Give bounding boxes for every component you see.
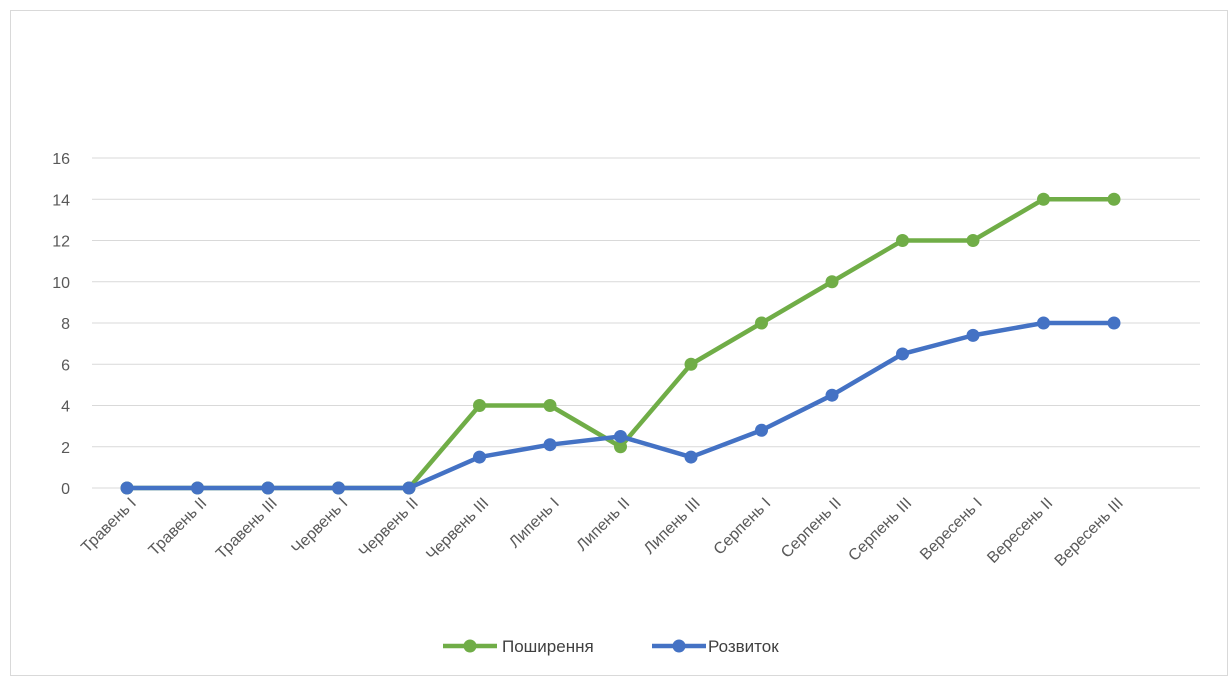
data-point xyxy=(825,388,839,402)
y-axis: 0 2 4 6 8 10 12 14 16 xyxy=(52,151,70,498)
x-tick-label: Липень I xyxy=(506,495,563,552)
data-point xyxy=(684,357,698,371)
y-tick-label: 8 xyxy=(61,316,70,333)
y-tick-label: 14 xyxy=(52,192,70,209)
legend-marker xyxy=(463,639,477,653)
x-tick-label: Червень II xyxy=(356,495,422,561)
series-lines xyxy=(120,192,1121,495)
x-tick-label: Липень II xyxy=(574,495,634,555)
x-tick-label: Травень II xyxy=(146,495,211,560)
data-point xyxy=(473,399,486,412)
data-point xyxy=(543,438,557,452)
data-point xyxy=(191,481,204,495)
data-point xyxy=(825,275,839,289)
x-tick-label: Червень III xyxy=(423,495,492,564)
data-point xyxy=(1107,192,1121,206)
legend: Поширення Розвиток xyxy=(443,637,779,656)
data-point xyxy=(1037,316,1050,330)
data-point xyxy=(332,481,345,495)
x-tick-label: Травень I xyxy=(78,495,139,556)
legend-marker xyxy=(672,639,686,653)
x-tick-label: Травень III xyxy=(213,495,281,563)
data-point xyxy=(261,481,275,495)
data-point xyxy=(120,481,134,495)
data-point xyxy=(473,450,486,464)
x-tick-label: Серпень I xyxy=(711,495,775,559)
data-point xyxy=(614,429,627,443)
data-point xyxy=(896,347,909,361)
y-tick-label: 16 xyxy=(52,151,70,168)
x-tick-label: Вересень II xyxy=(984,495,1056,567)
x-tick-label: Червень I xyxy=(289,495,352,558)
data-point xyxy=(684,450,698,464)
legend-label: Розвиток xyxy=(708,637,779,656)
x-tick-label: Вересень III xyxy=(1052,495,1127,570)
data-point xyxy=(614,440,627,454)
x-tick-label: Липень III xyxy=(641,495,704,558)
data-point xyxy=(402,481,416,495)
y-tick-label: 2 xyxy=(61,440,70,457)
legend-label: Поширення xyxy=(502,637,594,656)
data-point xyxy=(755,316,768,330)
y-tick-label: 0 xyxy=(61,481,70,498)
y-tick-label: 4 xyxy=(61,399,70,416)
x-tick-label: Серпень II xyxy=(778,495,845,562)
data-point xyxy=(966,234,980,247)
y-tick-label: 10 xyxy=(52,275,70,292)
data-point xyxy=(1107,316,1121,330)
data-point xyxy=(755,423,768,437)
data-point xyxy=(543,399,557,412)
data-point xyxy=(1037,192,1050,206)
data-point xyxy=(896,234,909,247)
y-tick-label: 12 xyxy=(52,234,70,251)
data-point xyxy=(966,328,980,342)
chart-area xyxy=(10,10,1228,676)
x-tick-label: Вересень I xyxy=(917,495,986,564)
x-tick-label: Серпень III xyxy=(845,495,915,565)
y-tick-label: 6 xyxy=(61,357,70,374)
